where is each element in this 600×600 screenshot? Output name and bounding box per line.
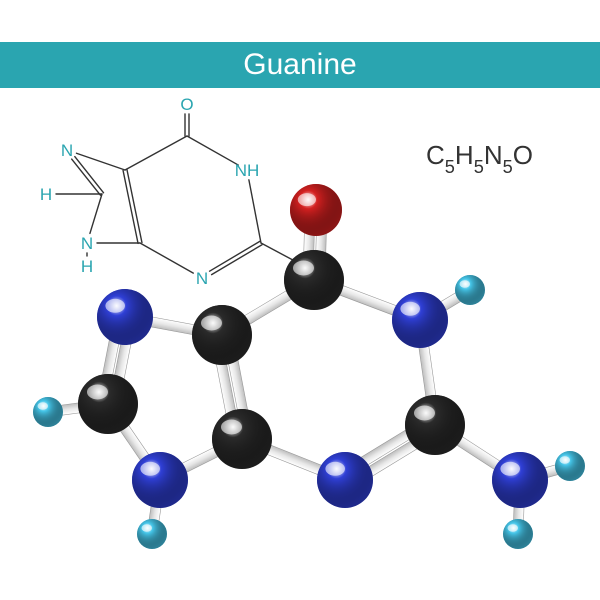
skeletal-bond — [125, 136, 187, 170]
skeletal-atom-label: O — [180, 95, 193, 114]
atom-N — [492, 452, 548, 508]
diagram-canvas: NNONHNHNHH2 — [0, 0, 600, 600]
skeletal-bond — [187, 136, 238, 165]
atom-C — [212, 409, 272, 469]
atom-C — [78, 374, 138, 434]
skeletal-bond — [72, 159, 101, 195]
atom-C — [192, 305, 252, 365]
skeletal-bond — [127, 170, 142, 243]
skeletal-bond — [140, 243, 193, 273]
skeletal-bond — [210, 241, 260, 271]
atom-H — [503, 519, 533, 549]
atom-H — [33, 397, 63, 427]
atom-N — [97, 289, 153, 345]
atom-H — [137, 519, 167, 549]
atom-N — [392, 292, 448, 348]
skeletal-atom-label: N — [196, 269, 208, 288]
atom-O — [290, 184, 342, 236]
skeletal-atom-label: H — [81, 257, 93, 276]
skeletal-bond — [123, 170, 138, 243]
skeletal-atom-label: NH — [235, 161, 260, 180]
atom-C — [405, 395, 465, 455]
atom-H — [555, 451, 585, 481]
atom-N — [317, 452, 373, 508]
atom-H — [455, 275, 485, 305]
atom-C — [284, 250, 344, 310]
skeletal-bond — [249, 180, 261, 243]
skeletal-atom-label: N — [61, 141, 73, 160]
skeletal-bond — [75, 157, 104, 193]
atom-N — [132, 452, 188, 508]
skeletal-atom-label: H — [40, 185, 52, 204]
skeletal-bond — [90, 194, 102, 233]
skeletal-bond — [212, 245, 262, 275]
skeletal-atom-label: N — [81, 234, 93, 253]
